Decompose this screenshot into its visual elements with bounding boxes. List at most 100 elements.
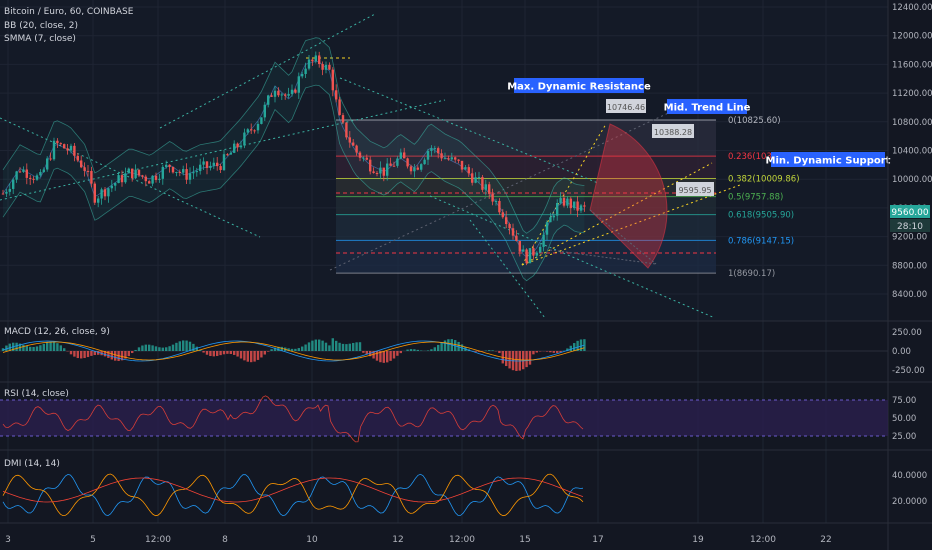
chart-legend[interactable]: Bitcoin / Euro, 60, COINBASE BB (20, clo… [4,7,134,44]
candle-body[interactable] [18,171,22,173]
rsi-pane[interactable]: 75.00 50.00 25.00 [2,395,916,443]
candle-body[interactable] [501,212,504,218]
max-resistance-label-bg[interactable] [514,78,644,93]
annotation-labels[interactable]: Max. Dynamic Resistance Mid. Trend Line … [507,78,891,167]
candle-body[interactable] [127,168,130,174]
macd-title[interactable]: MACD (12, 26, close, 9) [4,327,110,337]
candle-body[interactable] [46,158,49,170]
price-callouts[interactable]: 10746.46 10388.28 9595.95 [606,99,714,196]
candle-body[interactable] [409,166,413,172]
rsi-title[interactable]: RSI (14, close) [4,389,69,399]
candle-body[interactable] [76,155,79,161]
max-resistance-line[interactable] [521,123,607,266]
candlesticks[interactable] [1,51,586,266]
candle-body[interactable] [42,169,45,172]
candle-body[interactable] [399,152,402,159]
candle-body[interactable] [120,175,124,183]
current-price-tag[interactable] [890,205,930,218]
candle-body[interactable] [59,143,62,145]
candle-body[interactable] [556,202,559,216]
candle-body[interactable] [154,175,158,180]
candle-body[interactable] [219,166,222,170]
candle-body[interactable] [171,166,175,173]
candle-body[interactable] [233,143,236,153]
candle-body[interactable] [185,169,188,180]
candle-body[interactable] [576,201,579,211]
candle-body[interactable] [148,181,151,184]
candle-body[interactable] [443,158,447,160]
candle-body[interactable] [491,193,494,202]
candle-body[interactable] [549,217,552,223]
candle-body[interactable] [175,171,178,173]
candle-body[interactable] [535,252,538,256]
candle-body[interactable] [151,175,154,184]
candle-body[interactable] [5,191,8,194]
candle-body[interactable] [447,158,450,160]
candle-body[interactable] [508,224,511,229]
candle-body[interactable] [270,95,273,97]
candle-body[interactable] [103,189,107,197]
candle-body[interactable] [35,175,39,180]
candle-body[interactable] [525,249,528,264]
candle-body[interactable] [144,176,147,182]
candle-body[interactable] [195,171,198,173]
candle-body[interactable] [226,154,229,156]
candle-body[interactable] [107,188,110,197]
candle-body[interactable] [294,89,297,93]
candle-body[interactable] [321,64,324,70]
candle-body[interactable] [518,240,521,252]
candle-body[interactable] [287,93,290,96]
candle-body[interactable] [437,148,440,154]
candle-body[interactable] [481,177,484,190]
candle-body[interactable] [56,140,59,144]
candle-body[interactable] [484,184,487,190]
candle-body[interactable] [454,157,457,160]
time-axis[interactable]: 3 5 12:00 8 10 12 12:00 15 17 19 12:00 22 [5,535,832,545]
candle-body[interactable] [161,166,164,179]
candle-body[interactable] [515,235,518,241]
candle-body[interactable] [263,104,266,118]
candle-body[interactable] [348,137,351,143]
candle-body[interactable] [267,95,270,105]
candle-body[interactable] [178,171,181,173]
candle-body[interactable] [280,94,283,96]
candle-body[interactable] [39,171,42,176]
candle-body[interactable] [202,161,205,165]
candle-body[interactable] [63,144,66,149]
candle-body[interactable] [358,152,362,158]
candle-body[interactable] [365,157,368,160]
candle-body[interactable] [260,117,263,124]
candle-body[interactable] [73,145,76,156]
candle-body[interactable] [433,148,436,150]
candle-body[interactable] [246,129,249,133]
candle-body[interactable] [423,159,426,165]
candle-body[interactable] [498,200,501,213]
candle-body[interactable] [239,145,243,148]
candle-body[interactable] [335,90,338,100]
candle-body[interactable] [243,132,246,146]
candle-body[interactable] [318,55,321,65]
bb-legend[interactable]: BB (20, close, 2) [4,21,78,31]
candle-body[interactable] [205,161,209,168]
candle-body[interactable] [114,183,117,186]
candle-body[interactable] [290,89,294,94]
candle-body[interactable] [32,178,35,180]
candle-body[interactable] [216,162,219,167]
candle-body[interactable] [416,167,419,170]
candle-body[interactable] [66,148,69,151]
candle-body[interactable] [117,175,120,184]
candle-body[interactable] [573,201,576,209]
upper-channel-line[interactable] [159,13,376,129]
candle-body[interactable] [273,90,277,97]
candle-body[interactable] [413,167,416,172]
candle-body[interactable] [307,59,311,69]
candle-body[interactable] [522,249,525,252]
candle-body[interactable] [69,145,73,151]
candle-body[interactable] [420,164,423,170]
candle-body[interactable] [528,248,532,264]
candle-body[interactable] [209,165,212,168]
candle-body[interactable] [569,198,572,209]
candle-body[interactable] [382,167,385,176]
